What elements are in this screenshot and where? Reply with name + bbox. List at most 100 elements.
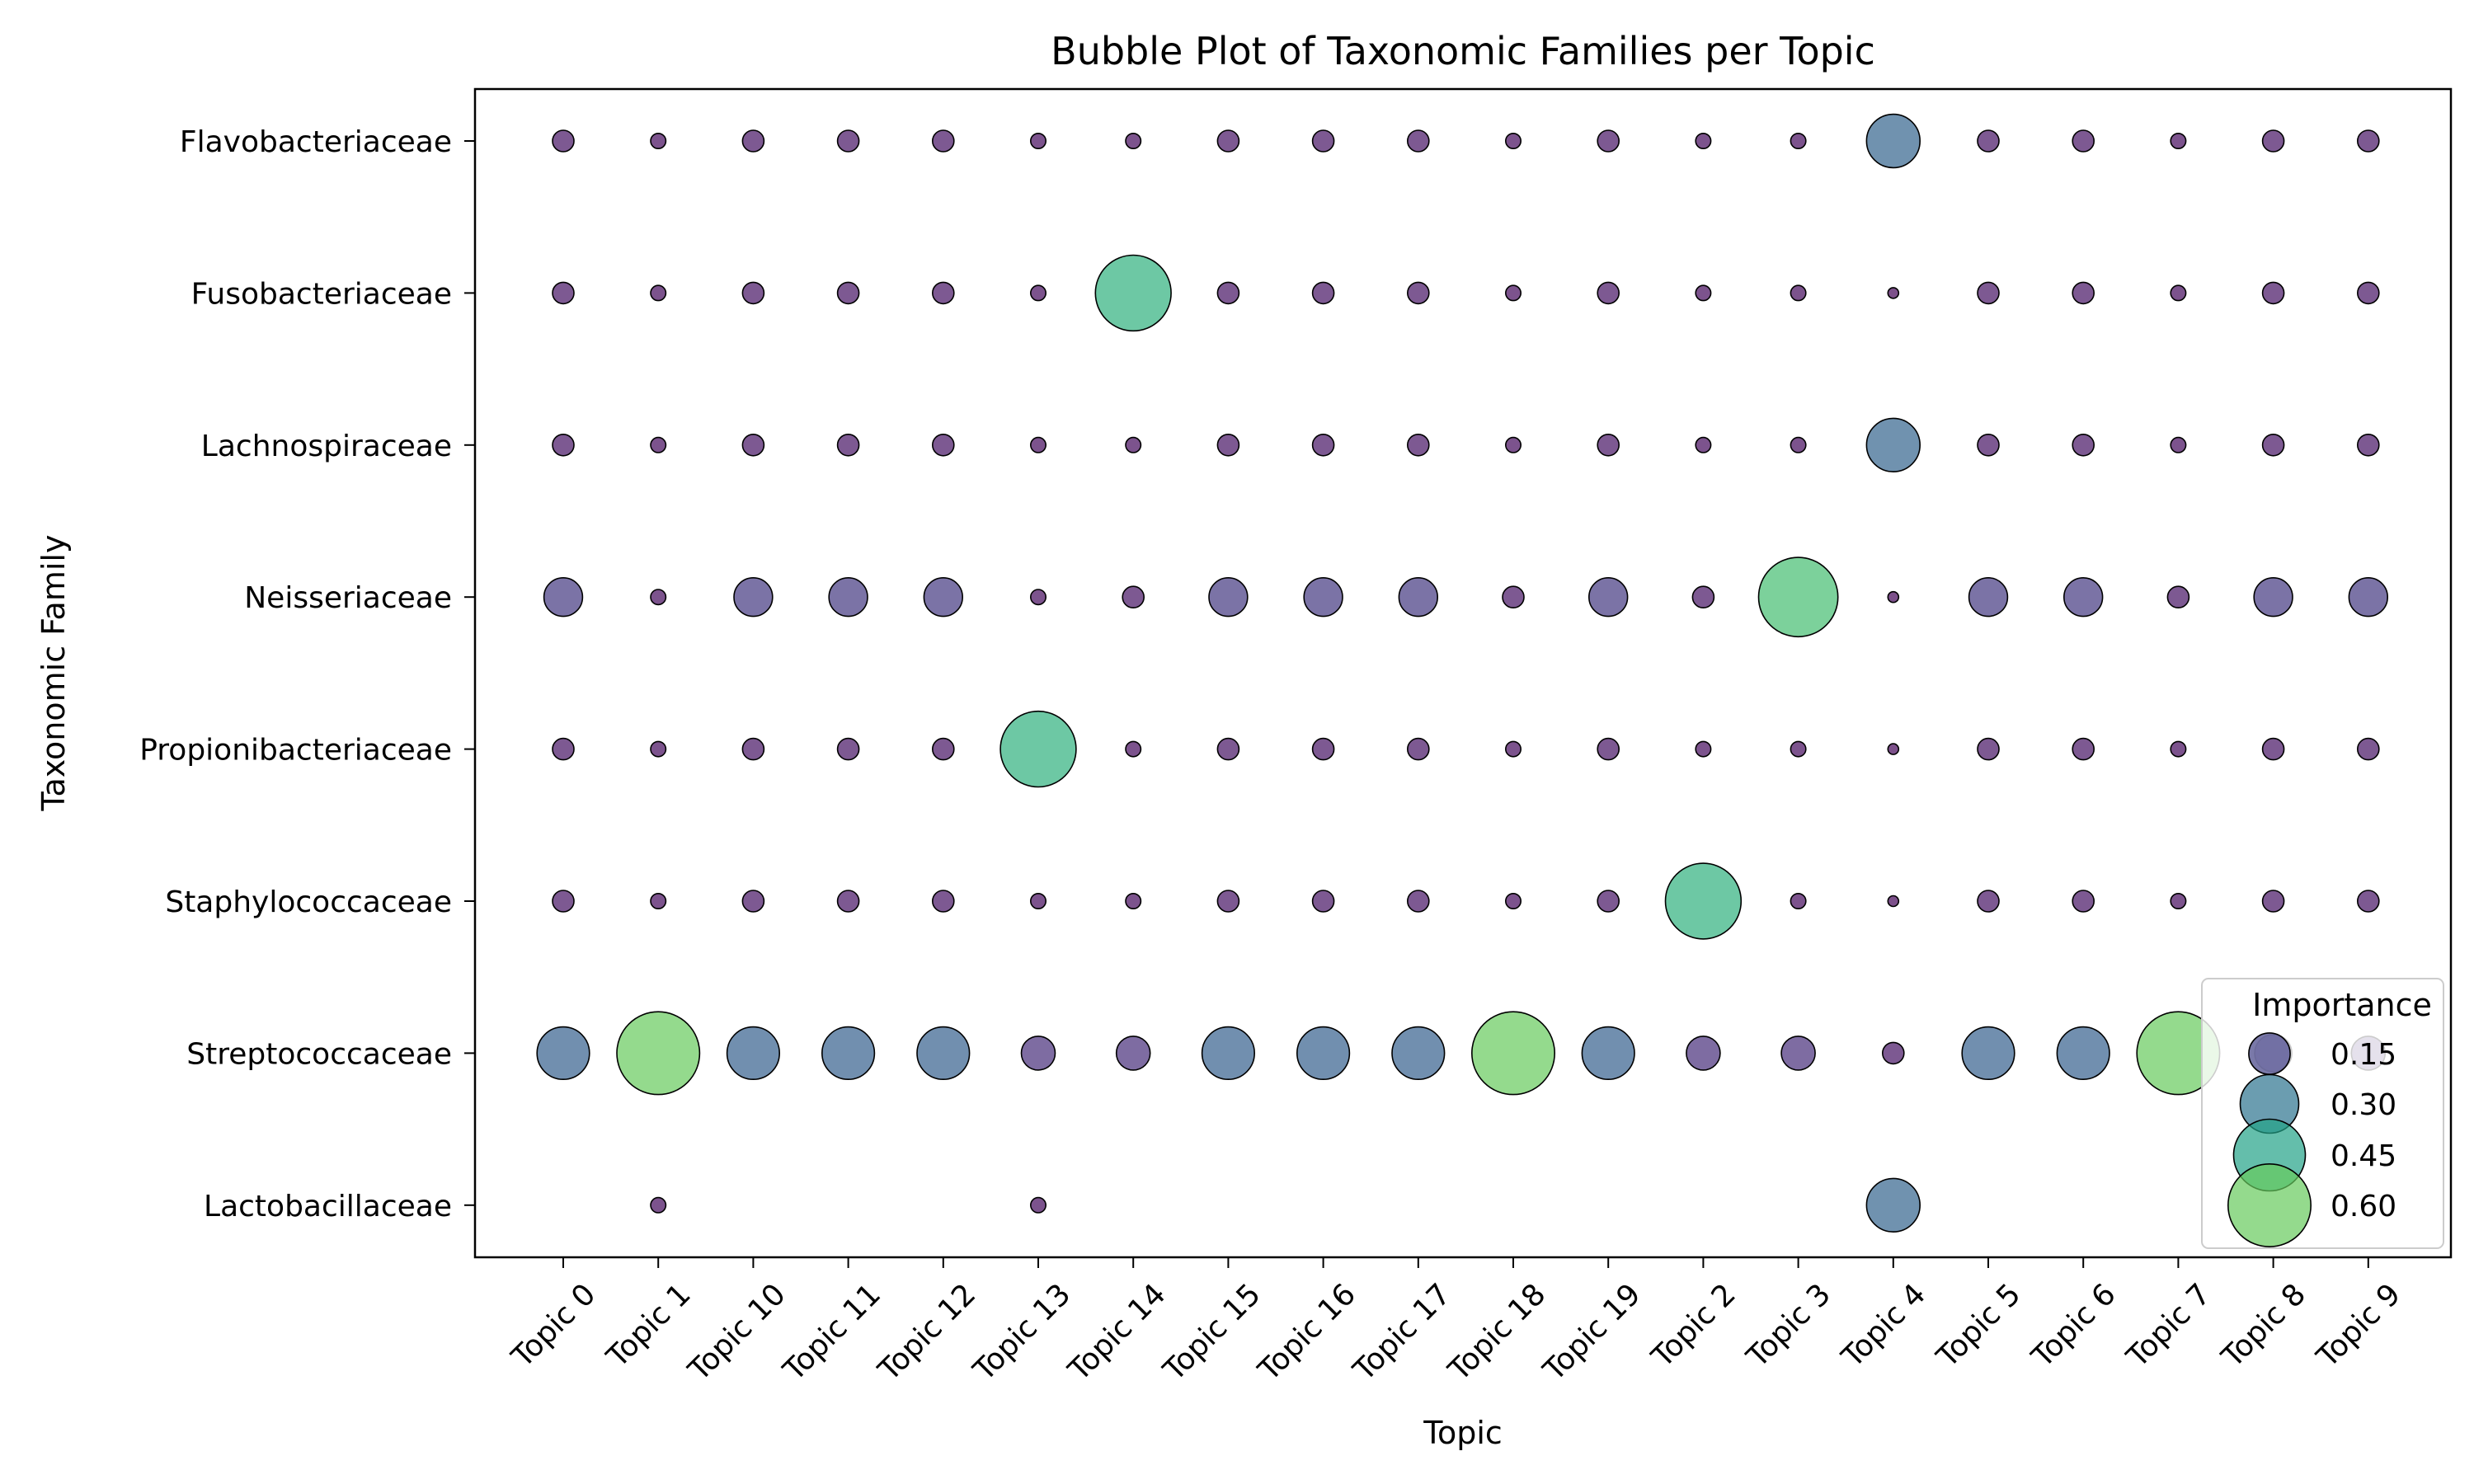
data-bubble: [2072, 433, 2095, 457]
data-bubble: [1020, 1036, 1056, 1071]
x-tick-label: Topic 15: [1157, 1277, 1268, 1388]
data-bubble: [1887, 287, 1900, 299]
data-bubble: [1505, 436, 1522, 453]
data-bubble: [1695, 133, 1712, 150]
data-bubble: [1790, 436, 1807, 453]
data-bubble: [1961, 1026, 2015, 1080]
data-bubble: [650, 893, 667, 910]
data-bubble: [1790, 740, 1807, 758]
y-tick-label: Propionibacteriaceae: [139, 734, 452, 768]
data-bubble: [2170, 436, 2187, 453]
data-bubble: [1208, 576, 1249, 618]
data-bubble: [999, 710, 1077, 788]
data-bubble: [1030, 893, 1047, 910]
data-bubble: [1664, 862, 1743, 940]
data-bubble: [1407, 890, 1430, 913]
y-tick-label: Neisseriaceae: [244, 581, 452, 615]
data-bubble: [741, 433, 765, 457]
data-bubble: [2072, 281, 2095, 305]
data-bubble: [650, 436, 667, 453]
data-bubble: [1502, 585, 1525, 609]
data-bubble: [932, 890, 955, 913]
legend: Importance 0.15 0.30 0.45 0.60: [2201, 978, 2444, 1249]
data-bubble: [2261, 129, 2285, 153]
data-bubble: [536, 1026, 590, 1080]
x-tick-label: Topic 2: [1645, 1277, 1743, 1374]
data-bubble: [1597, 890, 1620, 913]
data-bubble: [552, 890, 575, 913]
data-bubble: [1407, 737, 1430, 761]
bubble-layer: [536, 113, 2389, 1233]
x-tick-label: Topic 16: [1252, 1277, 1362, 1388]
data-bubble: [1311, 890, 1335, 913]
data-bubble: [1471, 1011, 1556, 1096]
data-bubble: [1201, 1026, 1255, 1080]
x-tick-label: Topic 8: [2215, 1277, 2312, 1374]
data-bubble: [1790, 284, 1807, 302]
data-bubble: [2170, 284, 2187, 302]
data-bubble: [1505, 893, 1522, 910]
data-bubble: [1311, 129, 1335, 153]
data-bubble: [1691, 585, 1715, 609]
data-bubble: [2170, 133, 2187, 150]
data-bubble: [650, 284, 667, 302]
data-bubble: [1311, 281, 1335, 305]
data-bubble: [1887, 590, 1900, 603]
data-bubble: [741, 737, 765, 761]
data-bubble: [1597, 281, 1620, 305]
data-bubble: [2072, 890, 2095, 913]
data-bubble: [1587, 576, 1629, 618]
data-bubble: [1977, 281, 2000, 305]
data-bubble: [932, 129, 955, 153]
data-bubble: [2357, 129, 2380, 153]
data-bubble: [1695, 284, 1712, 302]
data-bubble: [552, 737, 575, 761]
data-bubble: [1030, 1196, 1047, 1214]
x-tick-label: Topic 1: [600, 1277, 698, 1374]
data-bubble: [1686, 1036, 1721, 1071]
data-bubble: [1216, 890, 1240, 913]
x-tick-label: Topic 18: [1442, 1277, 1552, 1388]
data-bubble: [650, 589, 667, 606]
data-bubble: [828, 576, 868, 618]
data-bubble: [2063, 576, 2104, 618]
data-bubble: [932, 433, 955, 457]
data-bubble: [1977, 890, 2000, 913]
data-bubble: [2357, 890, 2380, 913]
x-tick-label: Topic 12: [872, 1277, 982, 1388]
x-tick-label: Topic 10: [682, 1277, 793, 1388]
x-tick-label: Topic 4: [1835, 1277, 1932, 1374]
legend-label: 0.45: [2331, 1139, 2396, 1173]
x-tick-label: Topic 3: [1740, 1277, 1837, 1374]
x-tick-label: Topic 14: [1061, 1277, 1172, 1388]
data-bubble: [543, 576, 584, 618]
data-bubble: [923, 576, 964, 618]
data-bubble: [650, 133, 667, 150]
data-bubble: [932, 737, 955, 761]
y-tick-label: Flavobacteriaceae: [180, 125, 452, 159]
data-bubble: [1790, 133, 1807, 150]
data-bubble: [650, 740, 667, 758]
data-bubble: [836, 433, 860, 457]
data-bubble: [2253, 576, 2293, 618]
data-bubble: [2166, 585, 2190, 609]
data-bubble: [1968, 576, 2009, 618]
y-tick-label: Fusobacteriaceae: [191, 277, 452, 311]
y-tick-label: Staphylococcaceae: [165, 885, 452, 919]
data-bubble: [1030, 133, 1047, 150]
plot-frame: [473, 87, 2453, 1259]
legend-label: 0.60: [2331, 1190, 2396, 1223]
y-tick-label: Streptococcaceae: [186, 1037, 452, 1071]
legend-marker: [2227, 1163, 2312, 1248]
data-bubble: [1115, 1036, 1151, 1071]
data-bubble: [1216, 281, 1240, 305]
data-bubble: [1296, 1026, 1351, 1080]
data-bubble: [836, 890, 860, 913]
data-bubble: [2056, 1026, 2110, 1080]
data-bubble: [1303, 576, 1343, 618]
legend-title: Importance: [2252, 987, 2432, 1023]
data-bubble: [1597, 737, 1620, 761]
data-bubble: [2357, 433, 2380, 457]
data-bubble: [1882, 1041, 1905, 1065]
